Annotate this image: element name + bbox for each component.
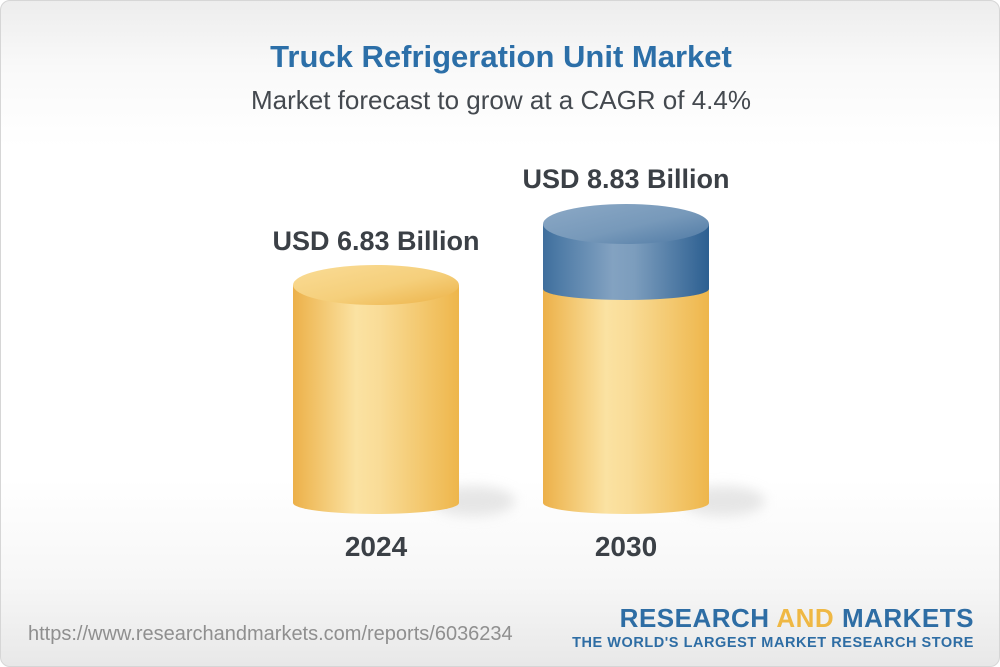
- bar-2030-cylinder: [543, 204, 709, 514]
- research-and-markets-logo: RESEARCH AND MARKETS THE WORLD'S LARGEST…: [572, 603, 974, 652]
- logo-word-and: AND: [776, 603, 835, 633]
- bar-2024-body: [293, 285, 459, 514]
- chart-title: Truck Refrigeration Unit Market: [270, 39, 732, 74]
- bar-2030-yellow-body: [543, 289, 709, 514]
- logo-wordmark: RESEARCH AND MARKETS: [572, 603, 974, 633]
- value-label-2030: USD 8.83 Billion: [522, 164, 730, 194]
- bar-2024-cylinder: [293, 265, 459, 514]
- category-label-2024: 2024: [344, 531, 408, 562]
- report-url: https://www.researchandmarkets.com/repor…: [28, 623, 513, 645]
- chart-subtitle: Market forecast to grow at a CAGR of 4.4…: [251, 85, 751, 115]
- logo-word-research: RESEARCH: [619, 603, 770, 633]
- logo-word-markets: MARKETS: [841, 603, 974, 633]
- bar-2030-top-face: [543, 204, 709, 244]
- category-label-2030: 2030: [594, 531, 658, 562]
- value-label-2024: USD 6.83 Billion: [272, 226, 480, 256]
- logo-tagline: THE WORLD'S LARGEST MARKET RESEARCH STOR…: [572, 635, 974, 651]
- bar-2024-top-face: [293, 265, 459, 305]
- bar-2030-blue-band: [543, 224, 709, 300]
